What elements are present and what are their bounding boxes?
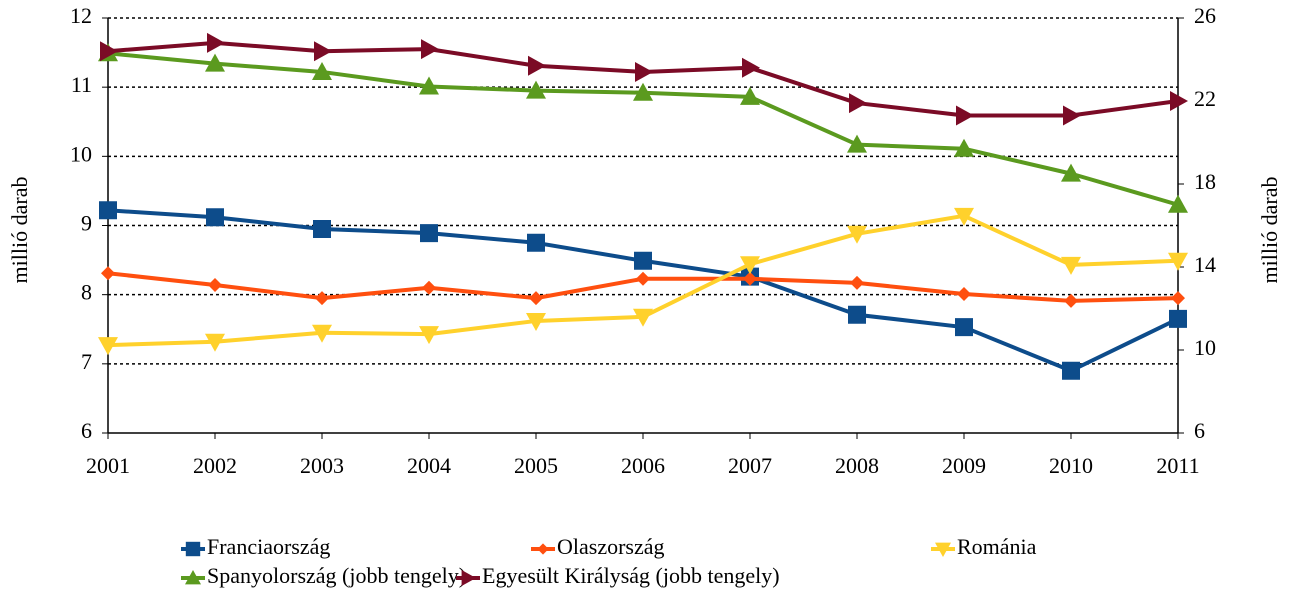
data-point	[633, 82, 653, 101]
data-point	[956, 105, 974, 126]
y-tick-label: 9	[81, 211, 92, 236]
data-point	[633, 308, 653, 327]
legend: Franciaország Olaszország Románia Spanyolor…	[181, 534, 1037, 588]
legend-marker	[461, 570, 476, 586]
legend-label: Franciaország	[207, 534, 330, 559]
data-point	[420, 224, 438, 243]
data-point	[1171, 291, 1185, 306]
data-point	[528, 55, 546, 76]
data-point	[98, 337, 118, 356]
y-tick-label: 6	[81, 418, 92, 443]
data-point	[740, 256, 760, 275]
data-point	[101, 266, 115, 281]
data-point	[207, 32, 225, 53]
x-tick-label: 2011	[1156, 453, 1199, 478]
data-point	[206, 208, 224, 227]
data-point	[1061, 256, 1081, 275]
legend-label: Spanyolország (jobb tengely)	[207, 563, 466, 588]
data-point	[1061, 163, 1081, 182]
data-point	[848, 305, 866, 324]
legend-label: Egyesült Királyság (jobb tengely)	[482, 563, 780, 588]
y-tick-label: 11	[71, 72, 92, 97]
data-point	[743, 271, 757, 286]
data-point	[742, 57, 760, 78]
data-point	[957, 286, 971, 301]
x-tick-label: 2008	[835, 453, 879, 478]
legend-item: Egyesült Királyság (jobb tengely)	[456, 563, 780, 588]
y2-tick-label: 10	[1194, 335, 1216, 360]
x-tick-label: 2002	[193, 453, 237, 478]
legend-marker	[935, 542, 951, 557]
data-point	[636, 271, 650, 286]
data-point	[529, 291, 543, 306]
legend-label: Románia	[957, 534, 1037, 559]
legend-item: Románia	[931, 534, 1037, 559]
data-point	[314, 41, 332, 62]
data-point	[1062, 361, 1080, 380]
legend-marker	[185, 570, 201, 585]
legend-item: Franciaország	[181, 534, 330, 559]
y-tick-label: 8	[81, 280, 92, 305]
x-tick-label: 2010	[1049, 453, 1093, 478]
data-point	[955, 318, 973, 337]
data-point	[526, 312, 546, 331]
data-point	[422, 280, 436, 295]
legend-item: Olaszország	[531, 534, 665, 559]
data-point	[205, 333, 225, 352]
y2-axis-label: millió darab	[1257, 177, 1282, 284]
series-line	[107, 40, 1179, 118]
x-tick-label: 2007	[728, 453, 772, 478]
legend-label: Olaszország	[557, 534, 665, 559]
x-tick-label: 2005	[514, 453, 558, 478]
data-point	[419, 76, 439, 95]
data-point	[1063, 105, 1081, 126]
x-tick-label: 2006	[621, 453, 665, 478]
data-point	[850, 275, 864, 290]
data-point	[1064, 293, 1078, 308]
data-point	[419, 326, 439, 345]
data-point	[1170, 91, 1188, 111]
x-tick-label: 2001	[86, 453, 130, 478]
y-tick-label: 10	[70, 141, 92, 166]
data-point	[313, 219, 331, 238]
data-point	[1169, 309, 1187, 328]
data-point	[315, 291, 329, 306]
y2-tick-label: 14	[1194, 252, 1216, 277]
y2-tick-label: 26	[1194, 3, 1216, 28]
data-point	[847, 134, 867, 153]
data-point	[1168, 194, 1188, 213]
data-point	[954, 207, 974, 226]
data-point	[99, 201, 117, 220]
legend-marker	[185, 541, 201, 557]
data-point	[634, 251, 652, 270]
data-point	[205, 53, 225, 72]
y-tick-label: 7	[81, 349, 92, 374]
data-point	[312, 324, 332, 343]
y2-tick-label: 22	[1194, 86, 1216, 111]
x-tick-label: 2009	[942, 453, 986, 478]
data-point	[312, 61, 332, 80]
legend-marker	[537, 543, 549, 555]
data-point	[527, 233, 545, 252]
data-point	[208, 277, 222, 292]
y2-tick-label: 6	[1194, 418, 1205, 443]
data-point	[740, 86, 760, 105]
data-point	[100, 41, 118, 62]
y-axis-label: millió darab	[7, 177, 32, 284]
data-point	[421, 39, 439, 60]
data-point	[847, 225, 867, 244]
x-tick-label: 2003	[300, 453, 344, 478]
legend-item: Spanyolország (jobb tengely)	[181, 563, 466, 588]
x-tick-label: 2004	[407, 453, 451, 478]
data-point	[849, 93, 867, 114]
data-point	[954, 138, 974, 157]
y2-tick-label: 18	[1194, 169, 1216, 194]
data-point	[635, 61, 653, 82]
y-tick-label: 12	[70, 3, 92, 28]
data-point	[1168, 252, 1188, 271]
data-point	[526, 80, 546, 99]
